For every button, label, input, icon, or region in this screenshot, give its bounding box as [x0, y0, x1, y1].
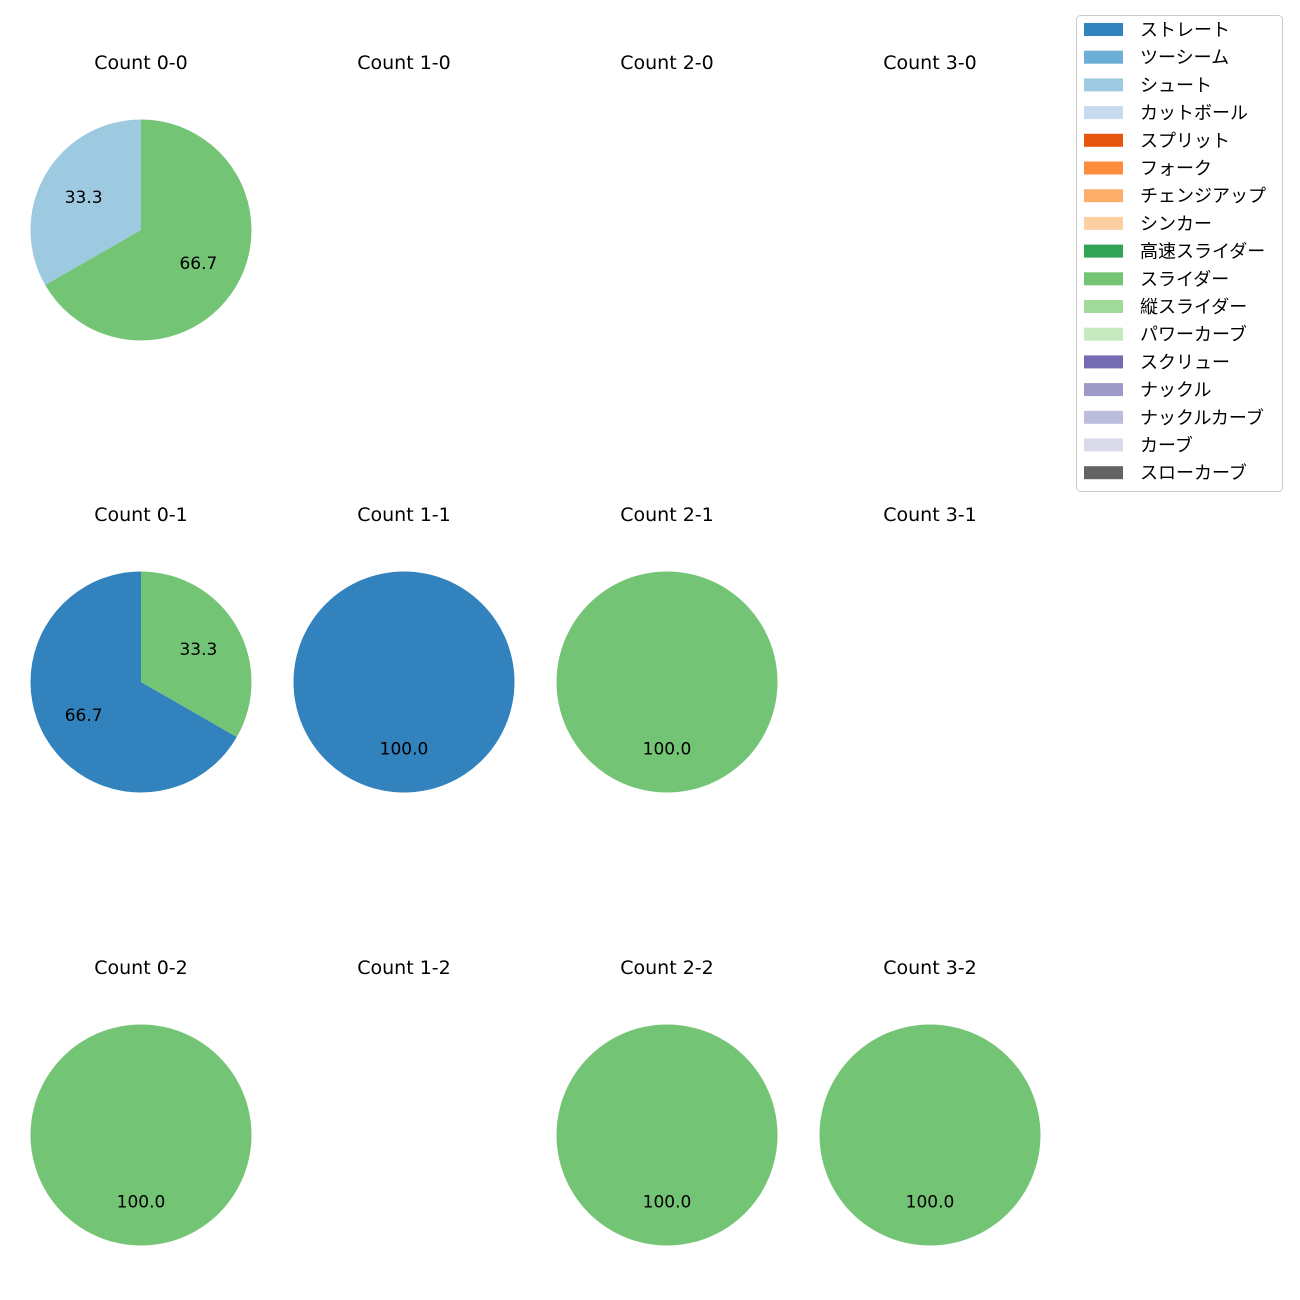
pie-panel: Count 1-0 [357, 52, 451, 74]
legend-label: チェンジアップ [1140, 186, 1266, 207]
pie-panel: Count 3-2 100.0 [819, 957, 1041, 1246]
pie-title: Count 1-2 [357, 957, 451, 979]
pie-data-label: 33.3 [179, 640, 217, 660]
legend-swatch [1084, 161, 1123, 175]
pie-title: Count 3-1 [883, 504, 977, 526]
pie-panel: Count 0-1 66.7 33.3 [30, 504, 252, 793]
legend-label: カットボール [1140, 103, 1248, 124]
legend-label: ナックルカーブ [1140, 407, 1264, 429]
legend-label: ストレート [1140, 20, 1230, 41]
pie-panel: Count 2-0 [620, 52, 714, 74]
legend-frame [1076, 15, 1283, 492]
legend-swatch [1084, 78, 1123, 92]
pie-panel: Count 1-2 [357, 957, 451, 979]
pie-panel: Count 0-0 33.3 66.7 [30, 52, 252, 341]
pie-title: Count 0-0 [94, 52, 188, 74]
pie-title: Count 0-2 [94, 957, 188, 979]
legend-label: パワーカーブ [1140, 324, 1247, 346]
pie-panel: Count 1-1 100.0 [293, 504, 515, 793]
pie-data-label: 100.0 [906, 1192, 955, 1212]
legend-label: 高速スライダー [1140, 242, 1265, 263]
legend-swatch [1084, 327, 1123, 341]
pie-title: Count 3-0 [883, 52, 977, 74]
legend-label: シンカー [1140, 214, 1212, 235]
pie-title: Count 3-2 [883, 957, 977, 979]
legend-swatch [1084, 466, 1123, 480]
pie-data-label: 66.7 [65, 706, 103, 726]
pie-slice [556, 1024, 778, 1246]
legend: ストレートツーシームシュートカットボールスプリットフォークチェンジアップシンカー… [1076, 15, 1283, 492]
legend-swatch [1084, 133, 1123, 147]
pie-slice [141, 571, 252, 738]
pie-title: Count 0-1 [94, 504, 188, 526]
pie-title: Count 2-2 [620, 957, 714, 979]
legend-label: ナックル [1140, 380, 1211, 401]
legend-swatch [1084, 50, 1123, 64]
pie-title: Count 2-1 [620, 504, 714, 526]
legend-swatch [1084, 438, 1123, 452]
pie-title: Count 1-0 [357, 52, 451, 74]
pie-slice [30, 119, 141, 286]
legend-swatch [1084, 300, 1123, 313]
pie-slice [819, 1024, 1041, 1246]
pie-panel: Count 3-0 [883, 52, 977, 74]
pie-data-label: 100.0 [380, 739, 429, 759]
legend-label: スプリット [1140, 131, 1230, 152]
pie-data-label: 100.0 [643, 739, 692, 759]
legend-label: スローカーブ [1140, 462, 1247, 484]
pie-data-label: 100.0 [643, 1192, 692, 1212]
legend-label: スライダー [1140, 269, 1229, 290]
legend-swatch [1084, 355, 1123, 369]
legend-swatch [1084, 272, 1123, 286]
pie-slice [30, 571, 237, 793]
pie-slice [30, 1024, 252, 1246]
legend-label: シュート [1140, 75, 1212, 96]
legend-label: 縦スライダー [1140, 297, 1247, 318]
legend-swatch [1084, 410, 1123, 424]
pie-panel: Count 3-1 [883, 504, 977, 526]
legend-swatch [1084, 189, 1123, 203]
legend-swatch [1084, 216, 1123, 230]
pie-title: Count 1-1 [357, 504, 451, 526]
pie-slice [556, 571, 778, 793]
pie-panel: Count 0-2 100.0 [30, 957, 252, 1246]
legend-swatch [1084, 23, 1123, 36]
legend-swatch [1084, 383, 1123, 397]
pie-data-label: 66.7 [179, 254, 217, 274]
pie-data-label: 33.3 [65, 188, 103, 208]
legend-swatch [1084, 244, 1123, 258]
pie-slice [293, 571, 515, 793]
pie-panel: Count 2-2 100.0 [556, 957, 778, 1246]
pie-title: Count 2-0 [620, 52, 714, 74]
legend-label: ツーシーム [1140, 48, 1229, 69]
pie-data-label: 100.0 [117, 1192, 166, 1212]
legend-swatch [1084, 106, 1123, 120]
legend-label: カーブ [1140, 435, 1193, 457]
pie-panel: Count 2-1 100.0 [556, 504, 778, 793]
legend-label: フォーク [1140, 159, 1212, 180]
pie-slice [45, 119, 252, 341]
legend-label: スクリュー [1140, 352, 1230, 373]
